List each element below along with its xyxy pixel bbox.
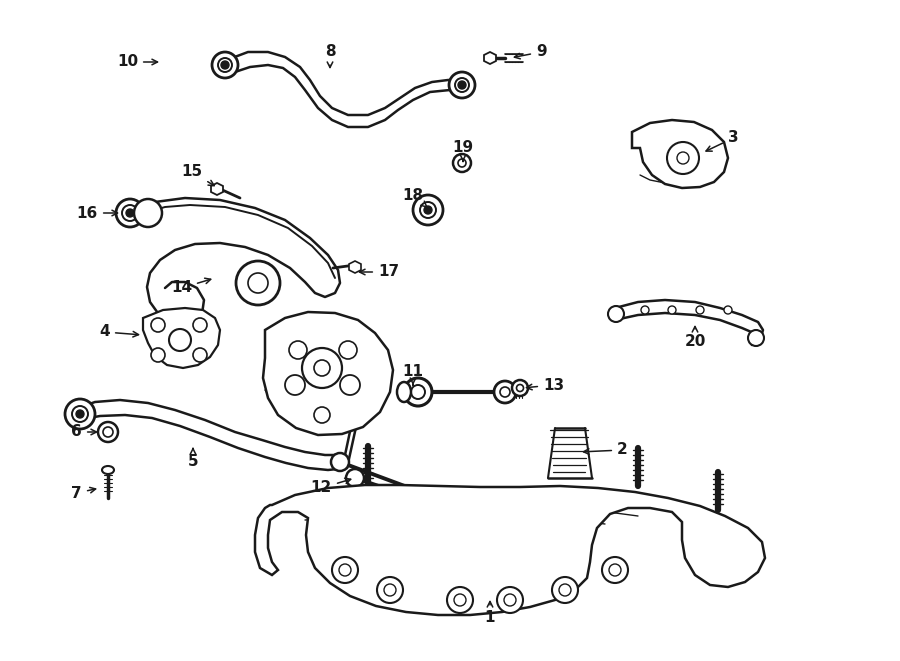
Text: 18: 18 (402, 188, 428, 208)
Polygon shape (211, 183, 223, 195)
Ellipse shape (500, 387, 510, 397)
Text: 2: 2 (583, 442, 628, 457)
Circle shape (677, 152, 689, 164)
Text: 8: 8 (325, 44, 336, 67)
Circle shape (724, 306, 732, 314)
Circle shape (454, 594, 466, 606)
Text: 15: 15 (182, 165, 214, 186)
Circle shape (169, 329, 191, 351)
Text: 4: 4 (99, 325, 139, 340)
Text: 9: 9 (515, 44, 546, 59)
Polygon shape (263, 312, 393, 435)
Text: 5: 5 (188, 448, 198, 469)
Circle shape (377, 577, 403, 603)
Ellipse shape (102, 466, 114, 474)
Circle shape (667, 142, 699, 174)
Circle shape (504, 594, 516, 606)
Text: 1: 1 (485, 602, 495, 625)
Circle shape (696, 306, 704, 314)
Circle shape (559, 584, 571, 596)
Circle shape (497, 587, 523, 613)
Circle shape (447, 587, 473, 613)
Circle shape (193, 318, 207, 332)
Circle shape (193, 348, 207, 362)
Circle shape (340, 375, 360, 395)
Circle shape (236, 261, 280, 305)
Ellipse shape (413, 195, 443, 225)
Circle shape (384, 584, 396, 596)
Circle shape (748, 330, 764, 346)
Circle shape (221, 61, 229, 69)
Text: 10: 10 (117, 54, 158, 69)
Circle shape (314, 360, 330, 376)
Circle shape (289, 341, 307, 359)
Circle shape (314, 407, 330, 423)
Text: 6: 6 (71, 424, 96, 440)
Circle shape (103, 427, 113, 437)
Circle shape (641, 306, 649, 314)
Ellipse shape (455, 78, 469, 92)
Ellipse shape (218, 58, 232, 72)
Ellipse shape (453, 154, 471, 172)
Ellipse shape (65, 399, 95, 429)
Text: 3: 3 (706, 130, 739, 151)
Polygon shape (349, 261, 361, 273)
Circle shape (552, 577, 578, 603)
Circle shape (285, 375, 305, 395)
Polygon shape (255, 485, 765, 615)
Polygon shape (143, 308, 220, 368)
Circle shape (151, 318, 165, 332)
Circle shape (609, 564, 621, 576)
Circle shape (339, 341, 357, 359)
Circle shape (76, 410, 84, 418)
Ellipse shape (494, 381, 516, 403)
Circle shape (608, 306, 624, 322)
Text: 11: 11 (402, 364, 424, 385)
Text: 7: 7 (71, 485, 95, 500)
Circle shape (424, 206, 432, 214)
Text: 19: 19 (453, 141, 473, 161)
Ellipse shape (449, 72, 475, 98)
Circle shape (458, 81, 466, 89)
Ellipse shape (512, 380, 528, 396)
Text: 17: 17 (359, 264, 399, 280)
Ellipse shape (331, 453, 349, 471)
Ellipse shape (411, 385, 425, 399)
Circle shape (302, 348, 342, 388)
Ellipse shape (346, 469, 364, 487)
Circle shape (126, 209, 134, 217)
Circle shape (339, 564, 351, 576)
Text: 14: 14 (171, 278, 211, 295)
Circle shape (332, 557, 358, 583)
Text: 13: 13 (526, 377, 564, 393)
Text: 12: 12 (310, 478, 351, 496)
Circle shape (151, 348, 165, 362)
Ellipse shape (122, 205, 138, 221)
Ellipse shape (404, 378, 432, 406)
Ellipse shape (517, 385, 524, 391)
Text: 16: 16 (76, 206, 118, 221)
Circle shape (248, 273, 268, 293)
Circle shape (134, 199, 162, 227)
Polygon shape (632, 120, 728, 188)
Ellipse shape (420, 202, 436, 218)
Circle shape (98, 422, 118, 442)
Ellipse shape (458, 159, 466, 167)
Ellipse shape (116, 199, 144, 227)
Ellipse shape (212, 52, 238, 78)
Polygon shape (484, 52, 496, 64)
Circle shape (602, 557, 628, 583)
Ellipse shape (72, 406, 88, 422)
Text: 20: 20 (684, 327, 706, 350)
Circle shape (668, 306, 676, 314)
Ellipse shape (397, 382, 411, 402)
